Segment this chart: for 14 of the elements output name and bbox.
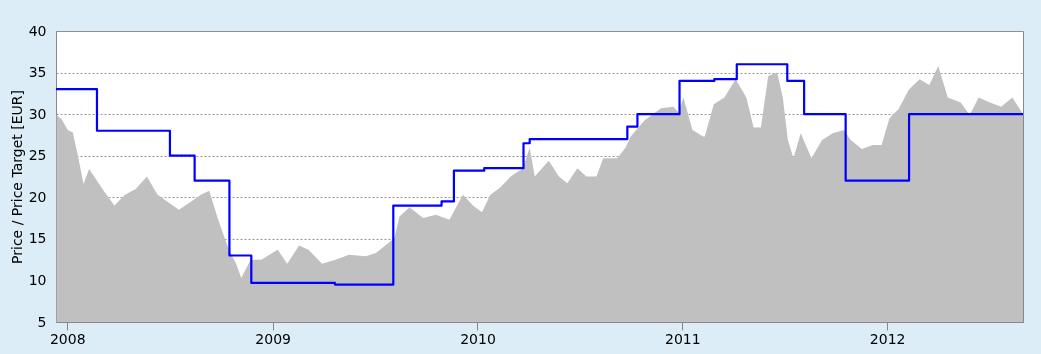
y-tick-label: 5 (37, 313, 47, 330)
x-tick-label: 2011 (665, 330, 701, 347)
y-axis-title: Price / Price Target [EUR] (8, 90, 25, 264)
y-tick-label: 10 (28, 271, 47, 288)
y-tick-label: 20 (28, 188, 47, 205)
x-tick-label: 2012 (869, 330, 906, 347)
x-tick-label: 2008 (49, 330, 86, 347)
x-tick-label: 2010 (460, 330, 496, 347)
y-tick-label: 40 (28, 22, 47, 39)
y-tick-label: 35 (28, 64, 47, 81)
y-tick-label: 15 (28, 230, 47, 247)
y-tick-label: 30 (28, 105, 47, 122)
x-tick-label: 2009 (255, 330, 291, 347)
y-tick-label: 25 (28, 147, 47, 164)
